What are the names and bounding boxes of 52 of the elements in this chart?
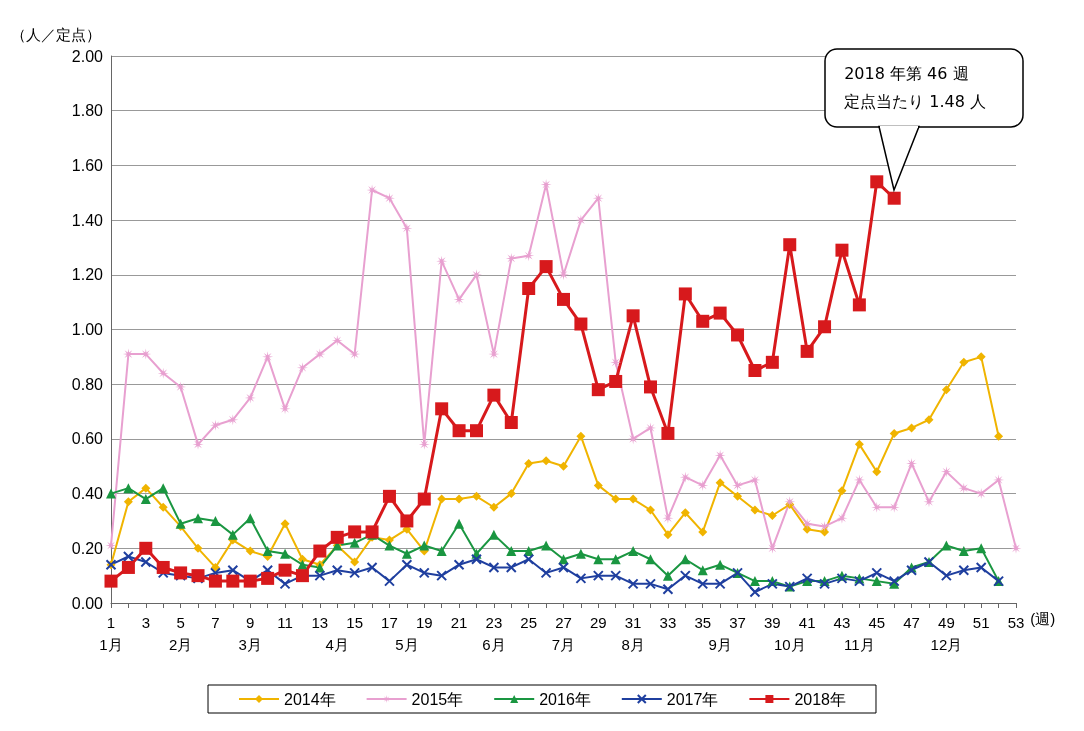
x-tick-label: 5 2月 — [168, 613, 193, 653]
legend-label: 2016年 — [539, 690, 591, 708]
y-tick-label: 1.60 — [71, 156, 104, 174]
y-tick-label: 0.80 — [71, 375, 104, 393]
y-tick-label: 2.00 — [71, 47, 104, 65]
x-tick-label: 35 — [694, 613, 712, 631]
x-tick-label: 9月 — [708, 635, 732, 653]
x-tick-label: 45 — [868, 613, 886, 631]
x-tick-label: 19 — [415, 613, 433, 631]
y-tick-label: 1.00 — [71, 321, 104, 338]
x-tick-label: 3 — [141, 613, 150, 631]
x-tick-label: 39 — [764, 613, 781, 631]
x-tick-label: 29 — [589, 613, 607, 631]
x-tick-label: 11月 — [844, 635, 875, 653]
x-tick-label: 15 — [346, 613, 363, 631]
x-axis-title: (週) — [1030, 610, 1056, 627]
x-tick-label: 41 — [798, 613, 816, 631]
y-tick-label: 1.40 — [71, 211, 104, 229]
x-tick-label: 43 — [833, 613, 851, 631]
x-tick-label: 53 — [1007, 613, 1025, 631]
x-tick-label: 31 8月 — [621, 613, 645, 653]
x-tick-label: 33 — [659, 613, 677, 631]
y-tick-label: 1.80 — [71, 102, 104, 120]
x-tick-label: 25 — [520, 613, 538, 631]
x-tick-label: 37 — [729, 613, 746, 631]
x-tick-label: 27 7月 — [551, 613, 576, 653]
y-tick-label: 0.40 — [71, 485, 104, 503]
annotation: 2018 年第 46 週 — [844, 63, 970, 86]
y-axis-title: （人／定点） — [11, 26, 101, 43]
x-tick-label: 23 6月 — [482, 613, 506, 653]
x-tick-label: 4月 — [325, 635, 349, 653]
y-tick-label: 0.20 — [71, 539, 104, 557]
x-tick-label: 49 12月 — [930, 613, 963, 653]
y-tick-label: 0.60 — [71, 430, 104, 448]
legend-label: 2018年 — [794, 690, 846, 708]
x-tick-label: 17 — [381, 613, 398, 631]
y-tick-label: 1.20 — [71, 266, 104, 284]
legend-label: 2015年 — [411, 690, 464, 708]
x-tick-label: 47 — [903, 613, 920, 631]
legend-label: 2014年 — [284, 690, 336, 708]
x-tick-label: 21 — [450, 613, 468, 631]
annotation: 定点当たり 1.48 人 — [844, 91, 986, 114]
x-tick-label: 5月 — [395, 635, 419, 653]
x-tick-label: 7 — [211, 613, 220, 631]
x-tick-label: 9 3月 — [238, 613, 262, 653]
legend-label: 2017年 — [666, 690, 719, 708]
x-tick-label: 10月 — [773, 635, 806, 653]
y-tick-label: 0.00 — [71, 594, 104, 612]
x-tick-label: 51 — [972, 613, 990, 631]
x-tick-label: 13 — [311, 613, 329, 631]
x-tick-label: 1 1月 — [99, 613, 123, 653]
x-tick-label: 11 — [277, 613, 293, 631]
